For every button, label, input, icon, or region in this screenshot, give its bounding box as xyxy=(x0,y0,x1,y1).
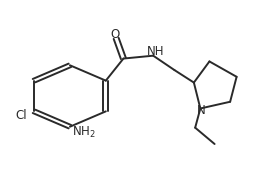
Text: Cl: Cl xyxy=(16,109,27,122)
Text: NH: NH xyxy=(147,45,164,58)
Text: NH$_2$: NH$_2$ xyxy=(72,125,96,140)
Text: O: O xyxy=(110,28,119,41)
Text: N: N xyxy=(197,103,205,117)
